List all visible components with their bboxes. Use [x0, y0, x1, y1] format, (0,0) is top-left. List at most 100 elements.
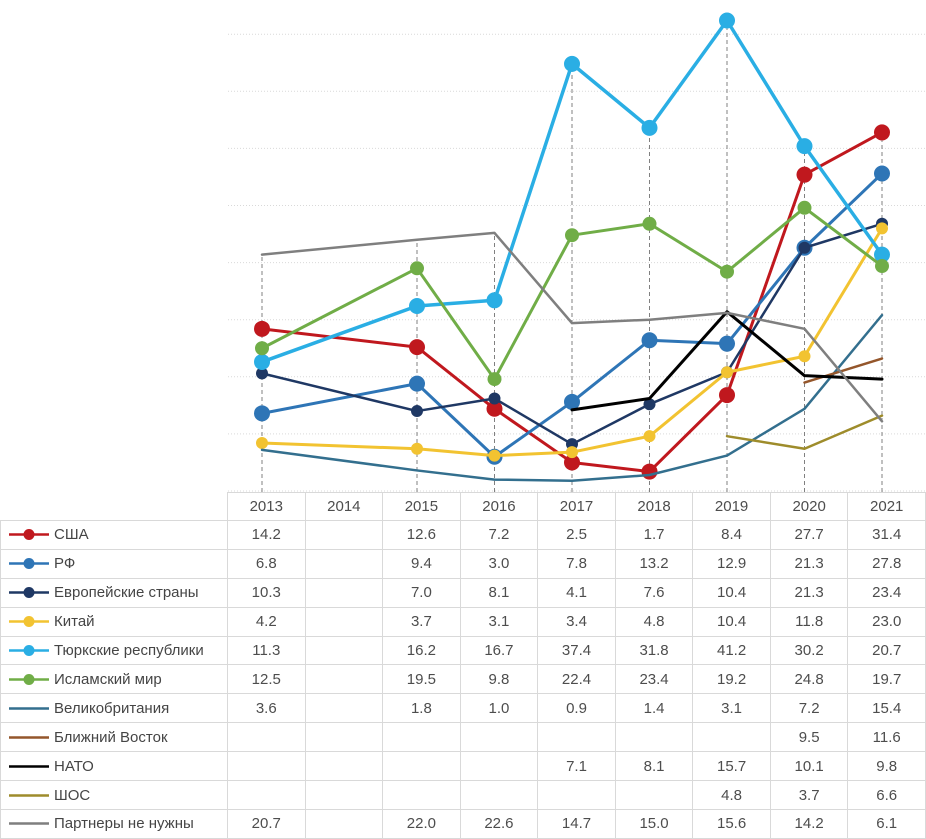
year-header-2020: 2020: [770, 492, 849, 521]
series-marker-Китай: [798, 350, 811, 363]
value-cell-НАТО-2015: [383, 752, 461, 782]
legend-marker-icon: [23, 616, 35, 628]
legend-label: Ближний Восток: [54, 728, 168, 746]
legend-row-РФ: РФ: [0, 549, 228, 579]
series-marker-Китай: [643, 430, 656, 443]
value-cell-Китай-2016: 3.1: [460, 607, 539, 637]
value-cell-РФ-2017: 7.8: [538, 549, 616, 579]
value-cell-Ближний Восток-2014: [305, 723, 384, 753]
legend-swatch-РФ: [9, 558, 49, 570]
value-cell-США-2019: 8.4: [693, 520, 771, 550]
value-cell-Исламский мир-2016: 9.8: [460, 665, 539, 695]
legend-swatch-ШОС: [9, 793, 49, 797]
series-marker-Китай: [411, 442, 423, 455]
year-header-2018: 2018: [615, 492, 694, 521]
series-marker-Исламский мир: [875, 259, 889, 274]
value-cell-ШОС-2017: [538, 781, 616, 810]
value-cell-Тюркские республики-2020: 30.2: [770, 636, 849, 666]
legend-swatch-Партнеры не нужны: [9, 822, 49, 826]
series-marker-Китай: [256, 437, 268, 450]
series-marker-Китай: [488, 449, 501, 462]
series-marker-Тюркские республики: [409, 297, 425, 314]
value-cell-Партнеры не нужны-2020: 14.2: [770, 809, 849, 839]
legend-row-Великобритания: Великобритания: [0, 694, 228, 724]
series-line-ШОС: [725, 414, 884, 450]
series-marker-РФ: [874, 165, 890, 182]
value-cell-ШОС-2015: [383, 781, 461, 810]
value-cell-Великобритания-2017: 0.9: [538, 694, 616, 724]
series-marker-РФ: [254, 405, 270, 422]
value-cell-Исламский мир-2020: 24.8: [770, 665, 849, 695]
value-cell-Европейские страны-2013: 10.3: [228, 578, 306, 608]
series-marker-Китай: [876, 222, 888, 235]
value-cell-Великобритания-2020: 7.2: [770, 694, 849, 724]
year-header-2021: 2021: [848, 492, 926, 521]
value-cell-Исламский мир-2017: 22.4: [538, 665, 616, 695]
legend-label: Великобритания: [54, 699, 170, 717]
value-cell-Европейские страны-2018: 7.6: [615, 578, 694, 608]
series-marker-США: [796, 166, 813, 183]
series-marker-Тюркские республики: [254, 353, 270, 370]
value-cell-Европейские страны-2015: 7.0: [383, 578, 461, 608]
series-marker-РФ: [409, 375, 425, 392]
series-marker-РФ: [719, 335, 735, 352]
year-header-2019: 2019: [693, 492, 771, 521]
value-cell-США-2016: 7.2: [460, 520, 539, 550]
value-cell-Ближний Восток-2013: [228, 723, 306, 753]
legend-row-США: США: [0, 520, 228, 550]
value-cell-США-2015: 12.6: [383, 520, 461, 550]
series-marker-Исламский мир: [642, 216, 657, 231]
value-cell-Китай-2017: 3.4: [538, 607, 616, 637]
value-cell-Китай-2014: [305, 607, 384, 637]
value-cell-ШОС-2018: [615, 781, 694, 810]
series-marker-Исламский мир: [410, 261, 424, 276]
value-cell-Великобритания-2021: 15.4: [848, 694, 926, 724]
table-corner-cell: [0, 492, 228, 521]
value-cell-Тюркские республики-2017: 37.4: [538, 636, 616, 666]
value-cell-Китай-2018: 4.8: [615, 607, 694, 637]
year-header-2014: 2014: [305, 492, 384, 521]
series-marker-США: [254, 320, 270, 337]
series-marker-США: [641, 463, 658, 480]
series-marker-Китай: [721, 366, 733, 379]
legend-row-Европейские страны: Европейские страны: [0, 578, 228, 608]
series-marker-Европейские страны: [643, 398, 656, 411]
year-header-2015: 2015: [383, 492, 461, 521]
series-marker-Тюркские республики: [796, 138, 813, 155]
value-cell-США-2017: 2.5: [538, 520, 616, 550]
year-header-2013: 2013: [228, 492, 306, 521]
series-marker-Европейские страны: [256, 367, 268, 380]
value-cell-Китай-2013: 4.2: [228, 607, 306, 637]
legend-label: НАТО: [54, 757, 94, 775]
value-cell-Тюркские республики-2015: 16.2: [383, 636, 461, 666]
series-line-Тюркские республики: [260, 18, 884, 364]
value-cell-Европейские страны-2016: 8.1: [460, 578, 539, 608]
value-cell-США-2021: 31.4: [848, 520, 926, 550]
series-line-Исламский мир: [260, 206, 884, 381]
value-cell-Исламский мир-2014: [305, 665, 384, 695]
value-cell-ШОС-2016: [460, 781, 539, 810]
value-cell-Исламский мир-2019: 19.2: [693, 665, 771, 695]
value-cell-Ближний Восток-2015: [383, 723, 461, 753]
value-cell-Партнеры не нужны-2016: 22.6: [460, 809, 539, 839]
value-cell-НАТО-2013: [228, 752, 306, 782]
series-marker-Исламский мир: [565, 228, 579, 243]
value-cell-ШОС-2014: [305, 781, 384, 810]
value-cell-Ближний Восток-2020: 9.5: [770, 723, 849, 753]
series-marker-Тюркские республики: [564, 55, 580, 72]
value-cell-Партнеры не нужны-2015: 22.0: [383, 809, 461, 839]
series-marker-Европейские страны: [488, 392, 501, 405]
series-marker-США: [409, 339, 425, 356]
value-cell-США-2013: 14.2: [228, 520, 306, 550]
value-cell-НАТО-2019: 15.7: [693, 752, 771, 782]
value-cell-ШОС-2020: 3.7: [770, 781, 849, 810]
series-marker-США: [486, 400, 503, 417]
legend-marker-icon: [23, 673, 35, 685]
series-marker-Тюркские республики: [641, 119, 658, 136]
legend-swatch-Китай: [9, 616, 49, 628]
legend-swatch-НАТО: [9, 764, 49, 768]
series-marker-Тюркские республики: [486, 292, 503, 309]
legend-swatch-Европейские страны: [9, 587, 49, 599]
value-cell-Партнеры не нужны-2017: 14.7: [538, 809, 616, 839]
